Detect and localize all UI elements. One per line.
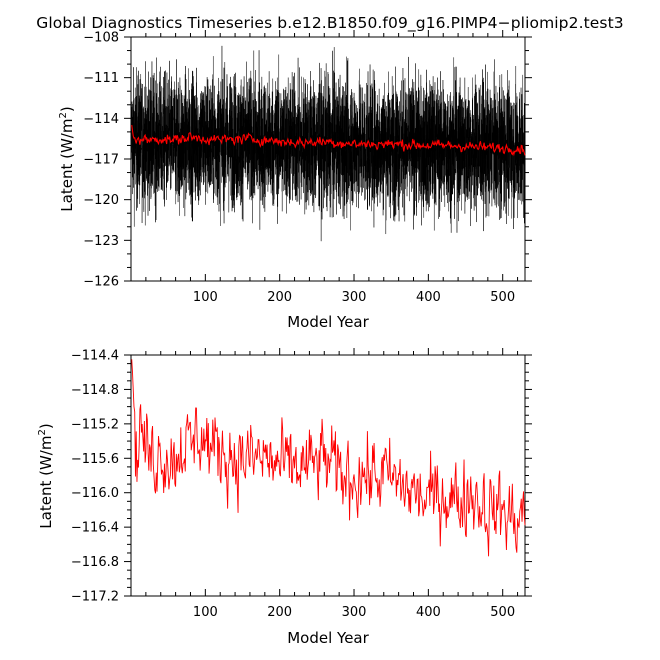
annual-mean-series-line <box>131 125 526 157</box>
y-tick-label: −126 <box>83 275 119 290</box>
y-tick-label: −117 <box>83 153 119 168</box>
y-tick-label: −114.8 <box>71 383 119 398</box>
top-y-label-text: Latent (W/m <box>58 119 76 212</box>
bottom-y-label-text: Latent (W/m <box>37 436 55 529</box>
x-tick-label: 100 <box>193 290 218 305</box>
x-tick-label: 300 <box>342 605 367 620</box>
y-tick-label: −116.4 <box>71 521 119 536</box>
y-tick-label: −114 <box>83 112 119 127</box>
x-tick-label: 500 <box>490 290 515 305</box>
y-tick-label: −116.8 <box>71 555 119 570</box>
bottom-panel: 100 200 300 400 500 −114.4 −114.8 −115.2 −115.6 −… <box>37 348 532 647</box>
top-monthly-series <box>131 45 526 242</box>
page-title: Global Diagnostics Timeseries b.e12.B185… <box>36 14 624 32</box>
annual-mean-series-line <box>131 359 526 557</box>
x-tick-label: 200 <box>267 290 292 305</box>
top-y-axis-label: Latent (W/m2) <box>58 106 76 211</box>
x-tick-label: 400 <box>416 290 441 305</box>
bottom-y-label-sup: 2 <box>37 429 48 435</box>
bottom-x-axis-label: Model Year <box>287 629 369 647</box>
y-tick-label: −123 <box>83 234 119 249</box>
monthly-series-line <box>131 45 526 242</box>
y-tick-label: −120 <box>83 193 119 208</box>
y-tick-label: −115.6 <box>71 452 119 467</box>
y-tick-label: −116.0 <box>71 486 119 501</box>
bottom-annual-series <box>131 359 526 557</box>
x-tick-label: 100 <box>193 605 218 620</box>
top-axis-ticks: 100 200 300 400 500 −108 −111 −114 −117 −120 −123 −… <box>83 30 532 305</box>
x-tick-label: 500 <box>490 605 515 620</box>
y-tick-label: −111 <box>83 71 119 86</box>
y-tick-label: −114.4 <box>71 349 119 364</box>
top-panel: 100 200 300 400 500 −108 −111 −114 −117 −120 −123 −… <box>58 30 532 331</box>
top-annual-series <box>131 125 526 157</box>
y-tick-label: −115.2 <box>71 417 119 432</box>
y-tick-label: −108 <box>83 31 119 46</box>
x-tick-label: 400 <box>416 605 441 620</box>
x-tick-label: 200 <box>267 605 292 620</box>
top-y-label-sup: 2 <box>58 112 69 118</box>
bottom-y-label-tail: ) <box>37 423 55 429</box>
bottom-axis-ticks: 100 200 300 400 500 −114.4 −114.8 −115.2 −115.6 −… <box>71 348 532 620</box>
bottom-y-axis-label: Latent (W/m2) <box>37 423 55 528</box>
x-tick-label: 300 <box>342 290 367 305</box>
top-y-label-tail: ) <box>58 106 76 112</box>
bottom-plot-frame <box>130 354 526 597</box>
top-x-axis-label: Model Year <box>287 313 369 331</box>
y-tick-label: −117.2 <box>71 590 119 605</box>
